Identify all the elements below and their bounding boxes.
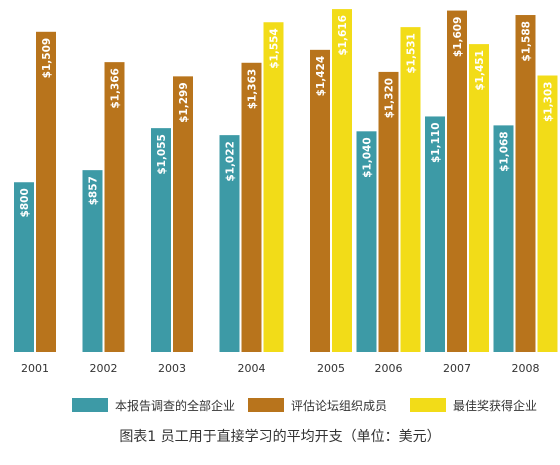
legend-item-award-winners: 最佳奖获得企业: [410, 394, 537, 416]
bar-2003-series-1: [173, 76, 193, 353]
bar-2005-series-1: [310, 49, 330, 353]
bar-2008-series-0: [493, 125, 514, 352]
x-tick-label: 2008: [512, 362, 540, 375]
legend-label: 评估论坛组织成员: [291, 398, 388, 413]
bar-2008-series-1: [515, 15, 536, 352]
bar-value-label: $1,303: [543, 82, 555, 123]
bar-value-label: $1,299: [178, 82, 190, 123]
bar-chart: $800 $1,509 2001 $857 $1,366 2002 $1,055 $1,299…: [14, 9, 558, 375]
x-tick-label: 2006: [375, 362, 403, 375]
bar-value-label: $1,588: [521, 21, 533, 62]
bar-2004-series-0: [219, 135, 240, 352]
x-tick-label: 2007: [443, 362, 471, 375]
chart-caption: 图表1 员工用于直接学习的平均开支（单位：美元）: [119, 429, 441, 445]
bar-value-label: $1,609: [452, 17, 464, 58]
x-tick-label: 2001: [21, 362, 49, 375]
bar-2008-series-2: [537, 75, 558, 352]
bar-2007-series-0: [425, 116, 445, 353]
bar-2006-series-2: [400, 27, 421, 352]
bar-value-label: $1,451: [474, 50, 486, 91]
legend-swatch-yellow: [410, 398, 446, 412]
legend-item-forum-members: 评估论坛组织成员: [248, 394, 387, 416]
bar-2005-series-2: [332, 9, 352, 353]
legend-label: 本报告调查的全部企业: [115, 398, 236, 413]
bar-value-label: $1,022: [225, 141, 237, 182]
bar-value-label: $1,531: [406, 33, 418, 74]
bar-2004-series-1: [241, 62, 262, 353]
bar-value-label: $1,509: [41, 38, 53, 79]
bar-value-label: $1,040: [362, 137, 374, 178]
chart-legend: 本报告调查的全部企业 评估论坛组织成员 最佳奖获得企业: [0, 394, 560, 416]
bar-value-label: $1,616: [337, 15, 349, 56]
bar-2006-series-1: [378, 71, 399, 352]
x-tick-label: 2004: [238, 362, 266, 375]
bar-value-label: $1,068: [499, 131, 511, 172]
legend-label: 最佳奖获得企业: [453, 398, 538, 413]
legend-swatch-teal: [72, 398, 108, 412]
bar-2007-series-1: [447, 10, 467, 352]
bar-value-label: $1,320: [384, 78, 396, 119]
bar-value-label: $1,055: [156, 134, 168, 175]
x-tick-label: 2003: [158, 362, 186, 375]
bar-value-label: $1,424: [315, 56, 327, 97]
bar-2003-series-0: [151, 128, 171, 352]
bar-2006-series-0: [356, 131, 377, 352]
bar-2002-series-1: [104, 62, 125, 352]
bar-2007-series-2: [469, 44, 489, 352]
bar-value-label: $1,363: [247, 69, 259, 110]
bar-value-label: $800: [19, 188, 31, 217]
bar-2001-series-1: [36, 31, 56, 353]
bar-2004-series-2: [263, 22, 284, 353]
bar-value-label: $857: [88, 176, 100, 205]
bar-value-label: $1,554: [269, 28, 281, 69]
bar-value-label: $1,366: [110, 68, 122, 109]
x-tick-label: 2002: [90, 362, 118, 375]
bar-value-label: $1,110: [430, 122, 442, 163]
legend-swatch-orange: [248, 398, 284, 412]
x-tick-label: 2005: [317, 362, 345, 375]
legend-item-all-companies: 本报告调查的全部企业: [72, 394, 235, 416]
bar-2002-series-0: [82, 170, 103, 352]
bar-2001-series-0: [14, 182, 34, 352]
